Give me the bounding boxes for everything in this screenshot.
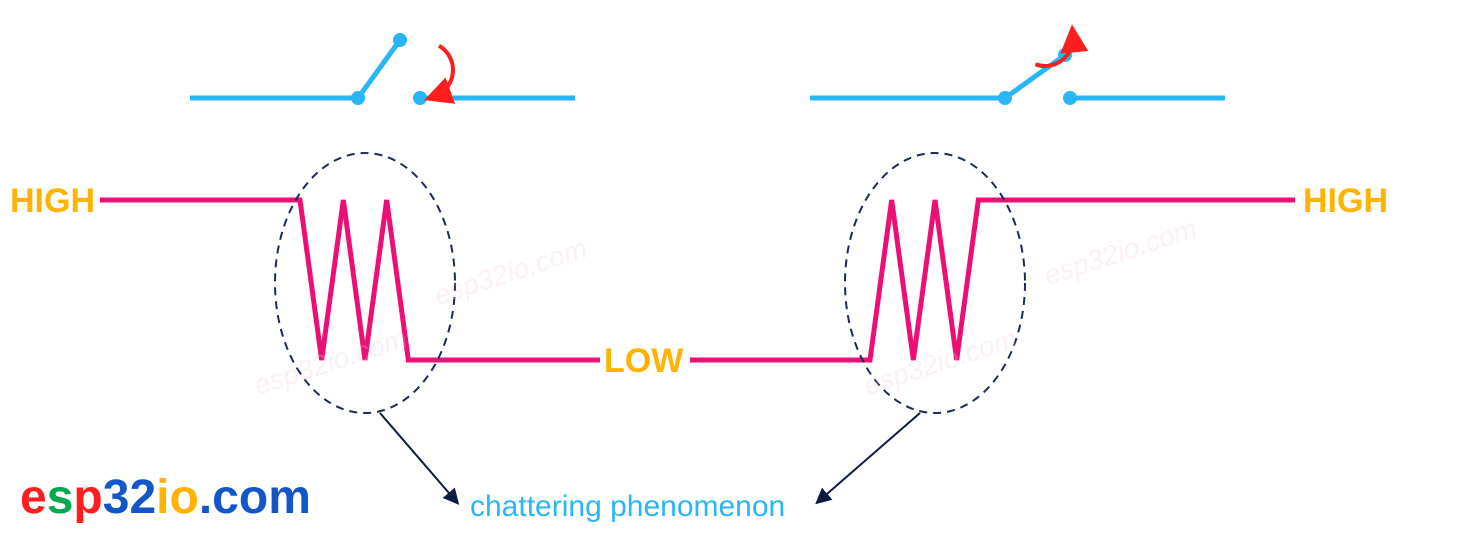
label-high-right: HIGH (1303, 182, 1388, 221)
switch-left (190, 33, 575, 105)
pointer-arrow-right (820, 413, 920, 500)
signal-waveform (100, 200, 1295, 360)
label-low-mid: LOW (604, 342, 683, 381)
caption-chattering: chattering phenomenon (470, 490, 785, 524)
switch-arc-arrow-left (435, 46, 453, 97)
switch-right (810, 36, 1225, 105)
site-logo: esp32io.com (20, 470, 311, 525)
label-high-left: HIGH (10, 182, 95, 221)
pointer-arrow-left (380, 413, 455, 500)
